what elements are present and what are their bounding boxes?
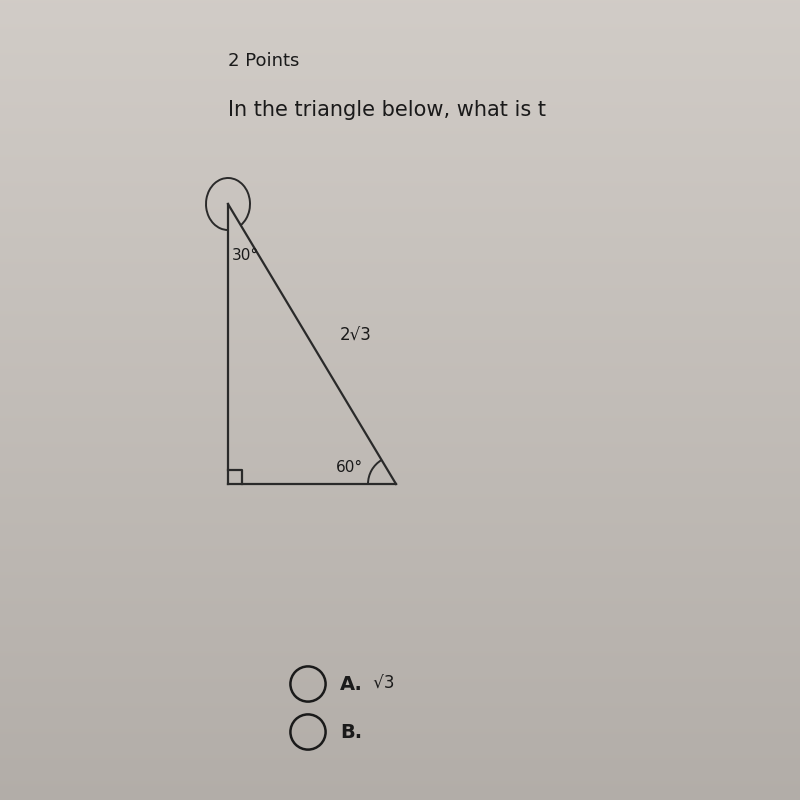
- Text: √3: √3: [368, 675, 394, 693]
- Text: 2 Points: 2 Points: [228, 52, 299, 70]
- Text: B.: B.: [340, 722, 362, 742]
- Text: In the triangle below, what is t: In the triangle below, what is t: [228, 100, 546, 120]
- Text: A.: A.: [340, 674, 363, 694]
- Text: 60°: 60°: [336, 461, 363, 475]
- Text: 2√3: 2√3: [340, 327, 372, 345]
- Text: 30°: 30°: [232, 248, 259, 263]
